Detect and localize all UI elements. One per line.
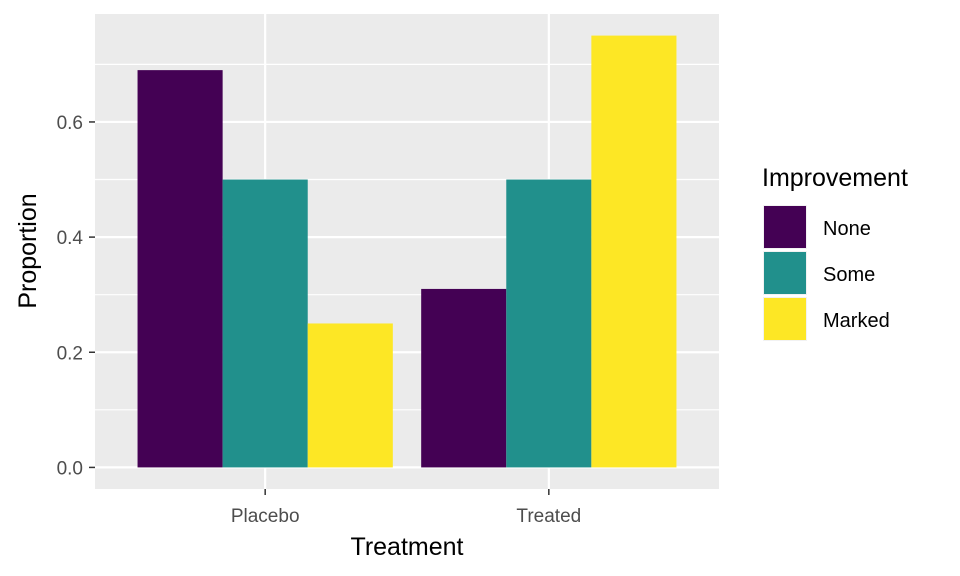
legend-label-none: None [823, 218, 871, 240]
bar-treated-some [506, 179, 592, 468]
legend-title: Improvement [762, 164, 908, 192]
x-axis: Placebo Treated [231, 489, 581, 527]
y-tick-label: 0.2 [57, 343, 83, 364]
y-axis: 0.0 0.2 0.4 0.6 [57, 113, 95, 479]
legend: Improvement None Some Marked [762, 164, 908, 341]
bar-placebo-some [222, 179, 308, 468]
x-tick-label-placebo: Placebo [231, 506, 300, 527]
legend-swatch-marked [764, 298, 806, 340]
legend-swatch-none [764, 206, 806, 248]
bar-placebo-none [137, 70, 223, 468]
bars [137, 35, 677, 468]
y-tick-label: 0.4 [57, 228, 84, 249]
legend-swatch-some [764, 252, 806, 294]
x-axis-title: Treatment [350, 533, 463, 561]
bar-treated-marked [591, 35, 677, 468]
x-tick-label-treated: Treated [516, 506, 581, 527]
legend-label-marked: Marked [823, 310, 890, 332]
bar-treated-none [421, 288, 507, 468]
y-tick-label: 0.6 [57, 113, 83, 134]
y-tick-label: 0.0 [57, 458, 83, 479]
legend-label-some: Some [823, 264, 875, 286]
bar-placebo-marked [307, 323, 393, 468]
y-axis-title: Proportion [14, 193, 42, 308]
